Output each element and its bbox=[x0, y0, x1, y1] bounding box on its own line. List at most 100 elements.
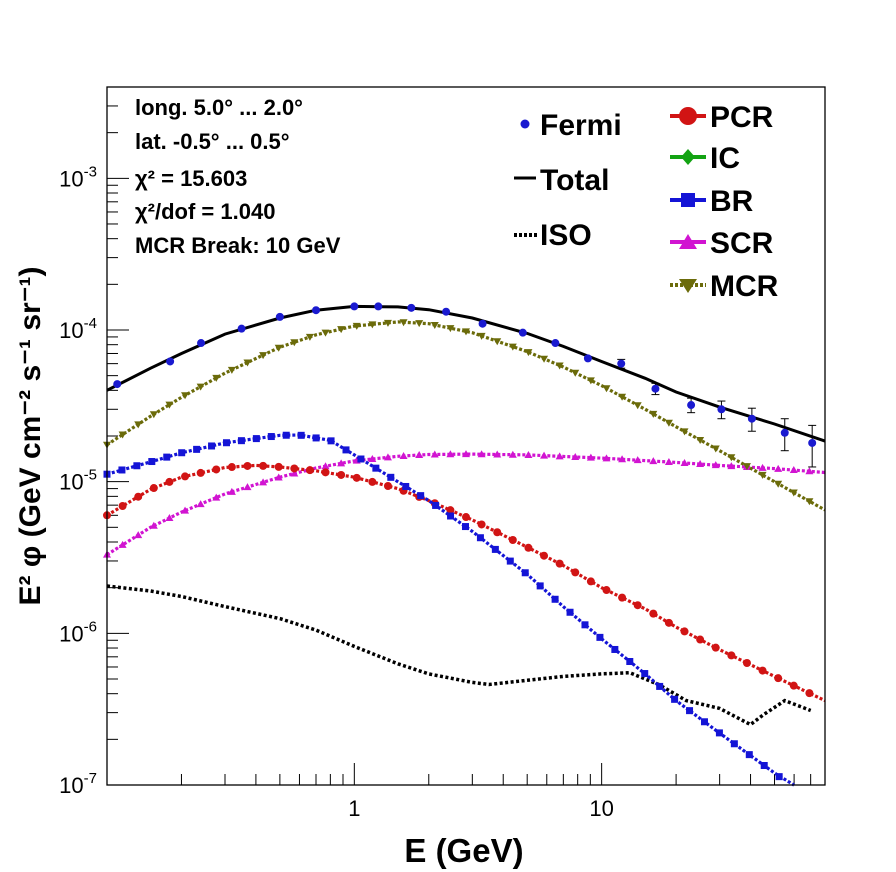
mcr-marker bbox=[477, 332, 486, 340]
y-tick-base: 10 bbox=[59, 773, 83, 798]
br-marker bbox=[671, 695, 679, 703]
scr-line bbox=[106, 452, 826, 557]
mcr-marker bbox=[446, 325, 455, 333]
legend-mcr-marker bbox=[679, 279, 697, 293]
pcr-marker bbox=[305, 466, 314, 475]
scr-marker bbox=[711, 461, 720, 469]
mcr-marker bbox=[259, 352, 268, 360]
mcr-marker bbox=[540, 355, 549, 363]
fermi-point bbox=[478, 319, 487, 328]
pcr-marker bbox=[696, 635, 705, 644]
annotation-block: long. 5.0° ... 2.0° lat. -0.5° ... 0.5° … bbox=[135, 95, 341, 258]
pcr-marker bbox=[462, 513, 470, 522]
legend-fermi-label: Fermi bbox=[540, 109, 622, 142]
fermi-point bbox=[808, 438, 817, 447]
br-marker bbox=[447, 512, 455, 520]
iso-line bbox=[106, 584, 812, 727]
mcr-marker bbox=[493, 338, 502, 346]
pcr-marker bbox=[493, 528, 502, 537]
scr-marker bbox=[524, 451, 533, 459]
mcr-marker bbox=[212, 374, 221, 382]
br-marker bbox=[237, 437, 245, 445]
mcr-marker bbox=[586, 377, 595, 385]
y-tick-exp: -7 bbox=[84, 770, 97, 787]
mcr-marker bbox=[196, 383, 205, 391]
scr-marker bbox=[399, 451, 408, 459]
mcr-marker bbox=[711, 445, 720, 453]
br-marker bbox=[327, 437, 335, 445]
pcr-marker bbox=[212, 465, 221, 474]
br-marker bbox=[551, 595, 559, 603]
scr-marker bbox=[383, 453, 392, 461]
scr-marker bbox=[430, 450, 439, 458]
fermi-point bbox=[442, 307, 451, 316]
legend-mcr-label: MCR bbox=[710, 270, 779, 303]
pcr-line bbox=[106, 463, 826, 703]
fermi-point bbox=[551, 339, 560, 348]
y-tick-label: 10-7 bbox=[59, 770, 97, 798]
pcr-marker bbox=[446, 506, 455, 515]
mcr-marker bbox=[134, 421, 143, 429]
scr-marker bbox=[602, 454, 611, 462]
y-tick-exp: -5 bbox=[84, 467, 97, 484]
scr-marker bbox=[774, 464, 783, 472]
mcr-marker bbox=[524, 349, 533, 357]
br-marker bbox=[566, 608, 574, 616]
br-marker bbox=[282, 431, 290, 439]
y-tick-exp: -4 bbox=[84, 315, 97, 332]
br-marker bbox=[686, 707, 694, 715]
mcr-marker bbox=[337, 326, 346, 334]
mcr-marker bbox=[415, 320, 424, 328]
annotation-chi2-dof: χ²/dof = 1.040 bbox=[135, 199, 275, 224]
scr-marker bbox=[727, 462, 736, 470]
mcr-marker bbox=[571, 369, 580, 377]
scr-marker bbox=[259, 478, 268, 486]
mcr-marker bbox=[774, 480, 783, 488]
pcr-marker bbox=[586, 577, 595, 586]
annotation-longitude: long. 5.0° ... 2.0° bbox=[135, 95, 303, 120]
fermi-point bbox=[518, 328, 527, 337]
mcr-marker bbox=[181, 392, 190, 400]
scr-marker bbox=[633, 456, 642, 464]
scr-marker bbox=[618, 455, 627, 463]
legend-right: PCR IC BR SCR MCR bbox=[670, 101, 779, 303]
br-marker bbox=[581, 621, 589, 629]
br-marker bbox=[730, 740, 738, 748]
br-marker bbox=[267, 433, 275, 441]
y-tick-base: 10 bbox=[59, 621, 83, 646]
scr-marker bbox=[758, 463, 767, 471]
scr-marker bbox=[477, 450, 486, 458]
br-marker bbox=[312, 434, 320, 442]
fermi-point bbox=[687, 401, 696, 410]
mcr-marker bbox=[305, 333, 314, 341]
mcr-marker bbox=[633, 402, 642, 410]
br-marker bbox=[178, 449, 186, 457]
scr-marker bbox=[789, 466, 798, 474]
scr-marker bbox=[227, 487, 236, 495]
mcr-marker bbox=[508, 343, 517, 351]
annotation-chi2: χ² = 15.603 bbox=[135, 166, 247, 191]
mcr-marker bbox=[383, 319, 392, 327]
br-marker bbox=[461, 523, 469, 531]
pcr-marker bbox=[118, 501, 127, 510]
pcr-marker bbox=[290, 464, 299, 473]
y-tick-label: 10-6 bbox=[59, 618, 97, 646]
legend-left: Fermi Total ISO bbox=[514, 109, 622, 252]
mcr-marker bbox=[274, 344, 283, 352]
br-marker bbox=[715, 729, 723, 737]
axis-ticks bbox=[106, 86, 826, 786]
y-tick-label: 10-4 bbox=[59, 315, 97, 343]
pcr-marker bbox=[227, 463, 236, 472]
br-marker bbox=[357, 455, 365, 463]
pcr-marker bbox=[711, 643, 720, 652]
annotation-mcr-break: MCR Break: 10 GeV bbox=[135, 233, 341, 258]
scr-marker bbox=[805, 467, 814, 475]
mcr-marker bbox=[368, 321, 377, 329]
pcr-marker bbox=[727, 651, 736, 660]
scr-marker bbox=[680, 458, 689, 466]
y-tick-label: 10-3 bbox=[59, 163, 97, 191]
legend-scr-label: SCR bbox=[710, 227, 774, 260]
scr-marker bbox=[664, 457, 673, 465]
pcr-marker bbox=[742, 658, 751, 667]
br-marker bbox=[521, 569, 529, 577]
